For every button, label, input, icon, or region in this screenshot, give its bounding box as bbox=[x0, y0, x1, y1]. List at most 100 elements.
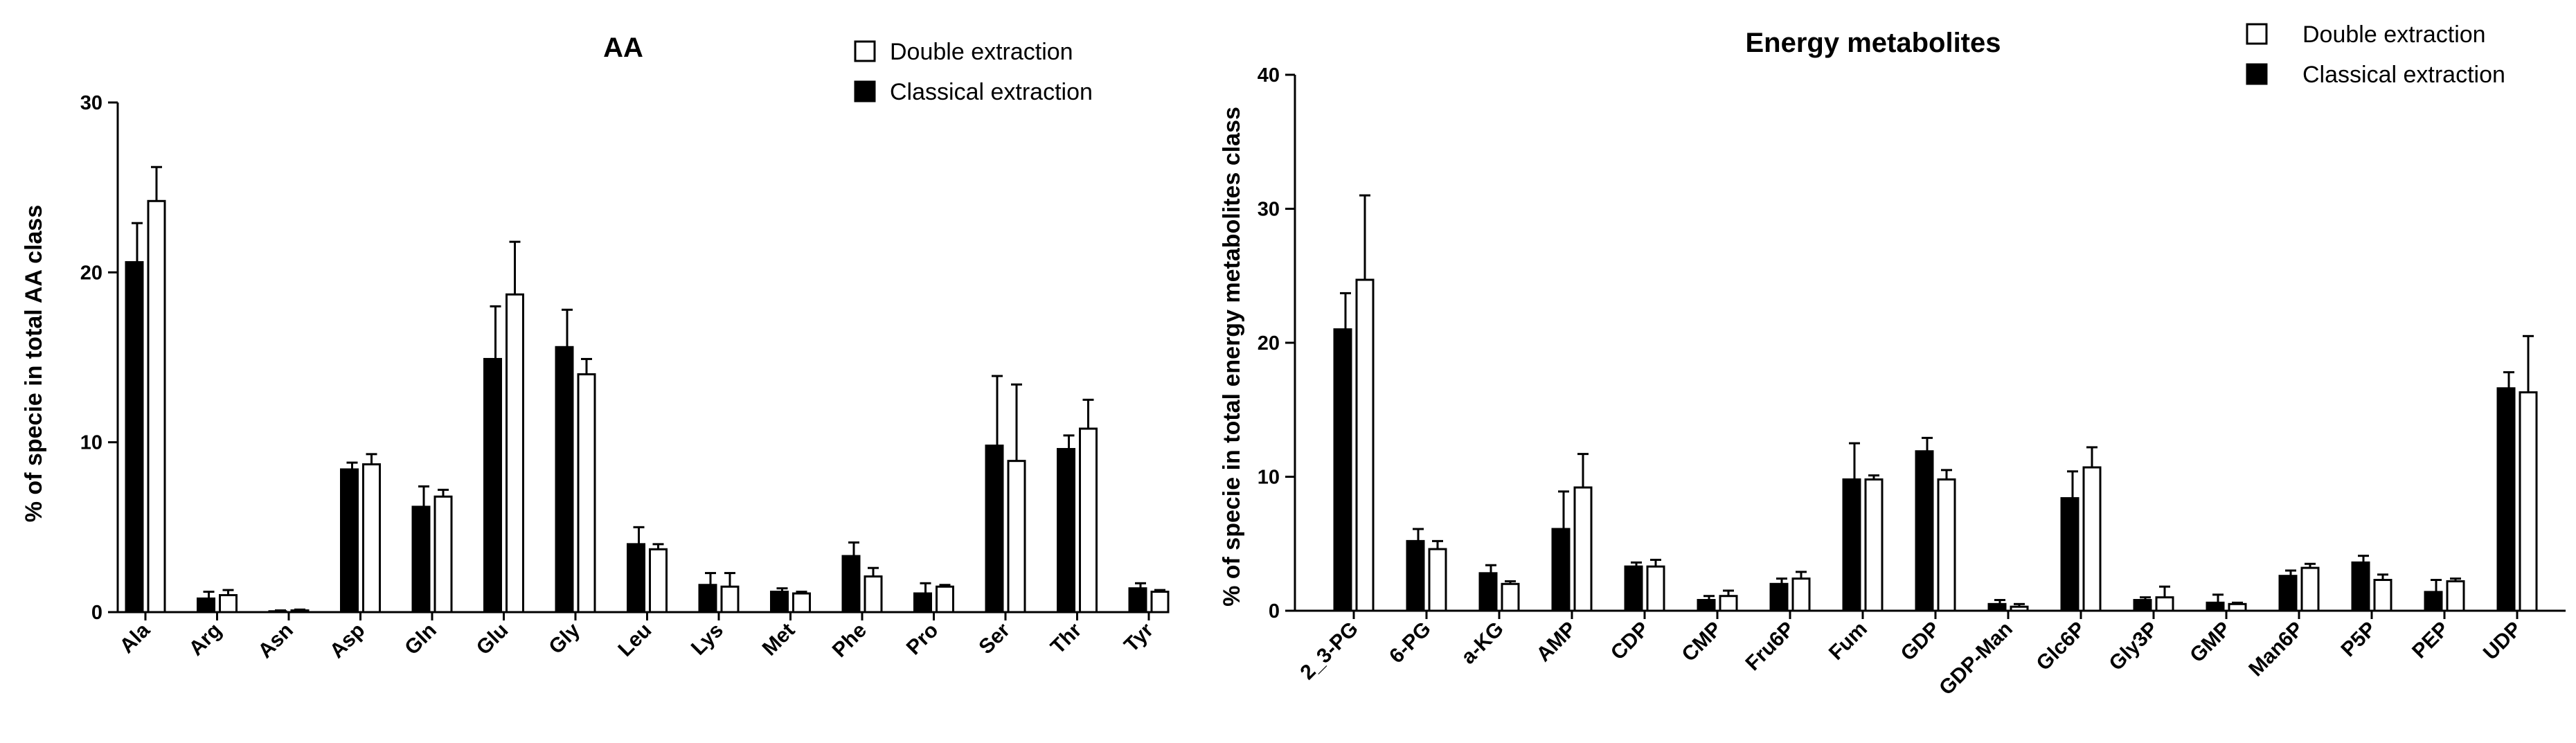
aa-bar-double bbox=[290, 609, 310, 614]
energy-category-label: P5P bbox=[2337, 618, 2381, 661]
aa-bar-classical bbox=[841, 555, 861, 614]
aa-bar-classical bbox=[483, 357, 502, 614]
energy-bar-classical bbox=[1624, 565, 1643, 612]
aa-bar-double bbox=[720, 585, 740, 614]
aa-bar-classical bbox=[770, 591, 789, 614]
aa-category-label: Phe bbox=[828, 619, 871, 662]
aa-category-label: Asn bbox=[254, 619, 298, 663]
energy-bar-double bbox=[1501, 582, 1520, 612]
energy-category-label: 6-PG bbox=[1385, 618, 1435, 668]
energy-bar-double bbox=[2010, 605, 2029, 612]
aa-bar-double bbox=[1079, 427, 1098, 614]
aa-chart: AA % of specie in total AA class 0 10 20 30… bbox=[21, 33, 1170, 663]
energy-bar-double bbox=[2228, 602, 2247, 612]
aa-bar-classical bbox=[555, 346, 574, 614]
aa-bar-classical bbox=[698, 584, 717, 614]
aa-category-label: Gln bbox=[400, 619, 441, 660]
energy-legend-swatch-classical bbox=[2246, 63, 2268, 85]
energy-bar-classical bbox=[1551, 528, 1571, 612]
aa-category-label: Ala bbox=[116, 618, 155, 658]
aa-bar-classical bbox=[1128, 587, 1147, 614]
energy-chart: Energy metabolites % of specie in total … bbox=[1219, 21, 2566, 699]
energy-bar-classical bbox=[2060, 496, 2079, 612]
aa-y-tick-label: 10 bbox=[80, 432, 102, 454]
aa-bars bbox=[125, 165, 1170, 614]
aa-category-label: Arg bbox=[185, 619, 226, 661]
energy-category-label: a-KG bbox=[1457, 618, 1508, 669]
aa-bar-classical bbox=[411, 505, 431, 614]
energy-y-ticks: 0 10 20 30 40 bbox=[1258, 64, 1295, 623]
energy-category-label: 2_3-PG bbox=[1296, 618, 1363, 684]
energy-category-label: PEP bbox=[2408, 618, 2453, 663]
energy-bar-classical bbox=[1697, 599, 1716, 612]
aa-bar-double bbox=[577, 373, 596, 614]
aa-y-tick-label: 20 bbox=[80, 262, 102, 284]
aa-category-label: Thr bbox=[1046, 618, 1086, 659]
energy-bar-classical bbox=[1478, 572, 1498, 612]
aa-y-axis-label: % of specie in total AA class bbox=[21, 205, 47, 523]
energy-bar-double bbox=[2446, 580, 2465, 612]
energy-y-axis-label: % of specie in total energy metabolites … bbox=[1219, 107, 1245, 607]
energy-category-label: Gly3P bbox=[2104, 618, 2162, 675]
aa-category-labels: Ala Arg Asn Asp Gln Glu Gly Leu Lys Met Phe Pro Ser T… bbox=[116, 612, 1158, 663]
aa-bar-classical bbox=[125, 261, 144, 614]
energy-bar-double bbox=[1355, 278, 1375, 612]
aa-legend-swatch-classical bbox=[854, 80, 876, 102]
energy-category-label: UDP bbox=[2479, 618, 2526, 665]
aa-bar-double bbox=[1150, 591, 1170, 614]
aa-category-label: Leu bbox=[614, 619, 656, 661]
aa-legend: Double extraction Classical extraction bbox=[854, 39, 1093, 105]
aa-y-ticks: 0 10 20 30 bbox=[80, 92, 118, 624]
aa-bar-classical bbox=[627, 543, 645, 614]
aa-bar-classical bbox=[1057, 447, 1075, 614]
energy-bar-classical bbox=[1915, 450, 1934, 612]
energy-bar-double bbox=[2155, 596, 2174, 612]
aa-bar-classical bbox=[340, 468, 359, 614]
energy-bar-classical bbox=[1987, 602, 2007, 612]
energy-bar-classical bbox=[2133, 599, 2152, 612]
energy-bar-classical bbox=[2496, 387, 2516, 612]
energy-bar-classical bbox=[1333, 328, 1352, 612]
aa-bar-classical bbox=[913, 592, 932, 614]
energy-y-tick-label: 20 bbox=[1258, 332, 1280, 355]
aa-bar-double bbox=[362, 463, 381, 614]
energy-bars bbox=[1333, 194, 2538, 612]
aa-bar-double bbox=[792, 592, 811, 614]
aa-bar-double bbox=[936, 585, 954, 614]
energy-bar-double bbox=[1428, 548, 1447, 612]
aa-bar-double bbox=[506, 293, 524, 614]
aa-y-tick-label: 0 bbox=[91, 602, 102, 624]
energy-bar-double bbox=[1573, 486, 1593, 612]
energy-bar-classical bbox=[1406, 539, 1425, 612]
energy-category-label: AMP bbox=[1532, 618, 1580, 666]
energy-bar-double bbox=[1937, 478, 1956, 612]
aa-category-label: Tyr bbox=[1120, 618, 1158, 656]
energy-category-label: Fru6P bbox=[1741, 618, 1798, 675]
aa-category-label: Lys bbox=[687, 619, 728, 660]
aa-bar-classical bbox=[985, 445, 1004, 614]
energy-category-label: Fum bbox=[1825, 618, 1872, 665]
aa-y-tick-label: 30 bbox=[80, 92, 102, 114]
energy-category-label: CMP bbox=[1677, 618, 1726, 666]
energy-category-labels: 2_3-PG 6-PG a-KG AMP CDP CMP Fru6P Fum GDPGDP-Ma… bbox=[1296, 611, 2526, 699]
energy-category-label: GDP bbox=[1897, 618, 1944, 665]
energy-bar-classical bbox=[2278, 575, 2298, 612]
energy-bar-double bbox=[1646, 565, 1665, 612]
energy-category-label: Man6P bbox=[2244, 618, 2308, 681]
energy-y-tick-label: 10 bbox=[1258, 467, 1280, 489]
energy-bar-double bbox=[2300, 566, 2320, 612]
energy-legend-label-double: Double extraction bbox=[2302, 21, 2486, 48]
aa-bar-double bbox=[219, 593, 238, 614]
aa-category-label: Glu bbox=[472, 619, 513, 660]
energy-bar-double bbox=[1864, 478, 1884, 612]
energy-category-label: GDP-Man bbox=[1935, 618, 2017, 700]
energy-bar-double bbox=[2373, 578, 2392, 612]
energy-bar-double bbox=[2519, 391, 2538, 612]
energy-y-tick-label: 40 bbox=[1258, 64, 1280, 87]
energy-bar-double bbox=[2082, 466, 2102, 612]
aa-bar-double bbox=[433, 495, 453, 614]
energy-bar-double bbox=[1791, 578, 1811, 612]
aa-category-label: Pro bbox=[902, 619, 943, 660]
energy-y-tick-label: 0 bbox=[1269, 600, 1280, 623]
aa-legend-label-double: Double extraction bbox=[890, 39, 1073, 65]
